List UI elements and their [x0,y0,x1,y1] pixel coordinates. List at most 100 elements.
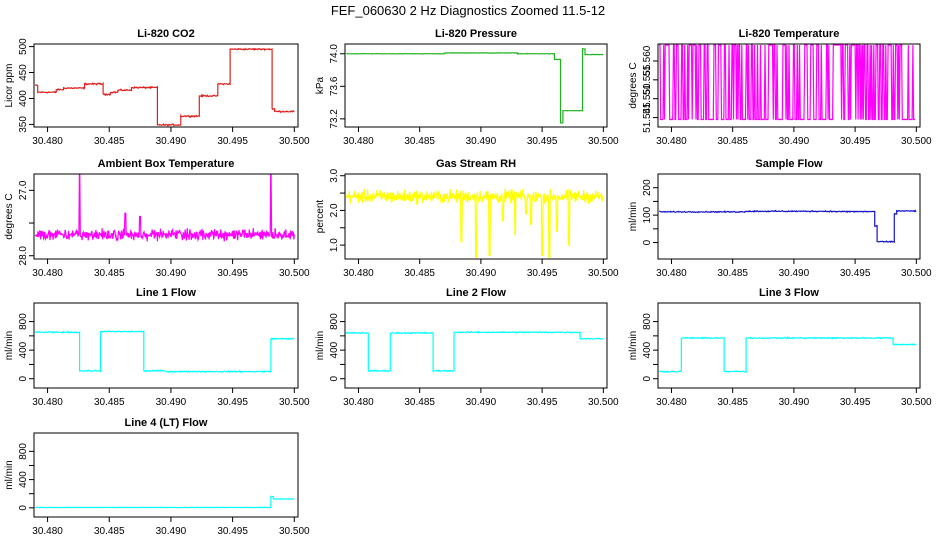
y-axis-label: kPa [315,76,326,94]
x-tick-label: 30.480 [32,526,63,537]
x-tick-label: 30.485 [404,136,435,147]
x-tick-label: 30.500 [901,136,932,147]
x-tick-label: 30.500 [588,397,619,408]
x-tick-label: 30.495 [840,136,871,147]
plot-frame [33,173,299,260]
x-tick-label: 30.480 [343,397,374,408]
x-tick-label: 30.495 [840,268,871,279]
y-tick-label: 51.555 [642,64,653,95]
x-tick-label: 30.495 [527,136,558,147]
series-line-line-1-flow [34,330,295,374]
y-tick-label: 73.6 [329,76,340,96]
x-tick-label: 30.490 [466,397,497,408]
y-tick-label: 800 [642,313,653,330]
x-tick-label: 30.480 [656,136,687,147]
x-tick-label: 30.490 [156,268,187,279]
x-tick-label: 30.495 [217,136,248,147]
y-tick-label: 500 [18,38,29,55]
y-tick-label: 73.2 [329,109,340,129]
panel-title: Line 2 Flow [446,287,506,299]
x-tick-label: 30.485 [94,268,125,279]
y-tick-label: 800 [18,443,29,460]
plot-frame [344,173,608,260]
x-tick-label: 30.500 [588,136,619,147]
x-tick-label: 30.490 [779,268,810,279]
series-line-li-820-co2 [34,47,295,127]
x-tick-label: 30.500 [279,268,310,279]
y-tick-label: 200 [642,179,653,196]
x-tick-label: 30.480 [656,397,687,408]
x-tick-label: 30.480 [343,268,374,279]
y-axis-label: degrees C [4,193,15,239]
y-tick-label: 0 [329,375,340,381]
x-tick-label: 30.480 [32,268,63,279]
series-line-li-820-temperature [659,44,916,121]
panel-li-820-co2: Li-820 CO2 30.480 30.485 30.490 30.495 30.500… [4,28,310,147]
x-tick-label: 30.490 [156,136,187,147]
panel-title: Sample Flow [755,158,823,170]
y-tick-label: 400 [329,341,340,358]
x-tick-label: 30.500 [279,397,310,408]
x-tick-label: 30.480 [343,136,374,147]
x-tick-label: 30.490 [466,136,497,147]
y-tick-label: 400 [18,341,29,358]
y-axis-label: percent [315,200,326,234]
x-tick-label: 30.485 [94,526,125,537]
y-tick-label: 1.0 [329,238,340,252]
panel-title: Li-820 Pressure [435,28,517,40]
panel-line-1-flow: Line 1 Flow 30.480 30.485 30.490 30.495 30.50… [4,287,310,408]
x-tick-label: 30.500 [279,136,310,147]
x-tick-label: 30.500 [901,397,932,408]
y-axis-label: ml/min [4,331,15,360]
x-tick-label: 30.490 [779,397,810,408]
panel-title: Li-820 Temperature [739,28,840,40]
y-tick-label: 800 [18,313,29,330]
y-tick-label: 74.0 [329,44,340,64]
panel-line-4-lt-flow: Line 4 (LT) Flow 30.480 30.485 30.490 30.495… [4,417,310,537]
y-axis-label: Licor ppm [4,64,15,108]
panel-title: Li-820 CO2 [137,28,194,40]
panel-sample-flow: Sample Flow 30.480 30.485 30.490 30.495 30.50… [628,158,932,279]
y-axis-label: ml/min [315,331,326,360]
series-line-line-3-flow [658,336,917,374]
x-tick-label: 30.495 [527,268,558,279]
x-tick-label: 30.480 [32,397,63,408]
panel-line-3-flow: Line 3 Flow 30.480 30.485 30.490 30.495 30.50… [628,287,932,408]
y-axis-label: ml/min [628,202,639,231]
figure-title: FEF_060630 2 Hz Diagnostics Zoomed 11.5-… [331,3,605,18]
x-tick-label: 30.495 [217,268,248,279]
x-tick-label: 30.485 [404,268,435,279]
y-tick-label: 51.550 [642,83,653,114]
y-tick-label: 0 [642,375,653,381]
y-tick-label: 51.545 [642,102,653,133]
y-tick-label: 2.0 [329,203,340,217]
x-tick-label: 30.485 [717,136,748,147]
y-tick-label: 400 [18,471,29,488]
y-tick-label: 400 [642,341,653,358]
y-tick-label: 28.0 [18,246,29,266]
y-axis-label: degrees C [628,62,639,108]
x-tick-label: 30.495 [217,397,248,408]
series-line-gas-stream-rh [345,188,604,258]
y-tick-label: 51.560 [642,45,653,76]
x-tick-label: 30.495 [527,397,558,408]
x-tick-label: 30.485 [94,397,125,408]
panel-title: Line 4 (LT) Flow [125,417,208,429]
series-line-ambient-box-temperature [34,174,295,243]
x-tick-label: 30.485 [404,397,435,408]
panel-title: Ambient Box Temperature [98,158,235,170]
series-line-line-2-flow [345,330,604,373]
x-tick-label: 30.480 [656,268,687,279]
plot-frame [33,432,299,518]
y-tick-label: 3.0 [329,168,340,182]
x-tick-label: 30.485 [717,397,748,408]
panel-ambient-box-temperature: Ambient Box Temperature 30.480 30.485 30.49… [4,158,310,279]
x-tick-label: 30.500 [901,268,932,279]
panel-gas-stream-rh: Gas Stream RH 30.480 30.485 30.490 30.495 30.… [315,158,619,279]
panel-li-820-pressure: Li-820 Pressure 30.480 30.485 30.490 30.495 3… [315,28,619,147]
plot-frame [344,302,608,389]
panel-li-820-temperature: Li-820 Temperature 30.480 30.485 30.490 30.4… [628,28,932,147]
panel-title: Gas Stream RH [436,158,516,170]
panel-title: Line 1 Flow [136,287,196,299]
